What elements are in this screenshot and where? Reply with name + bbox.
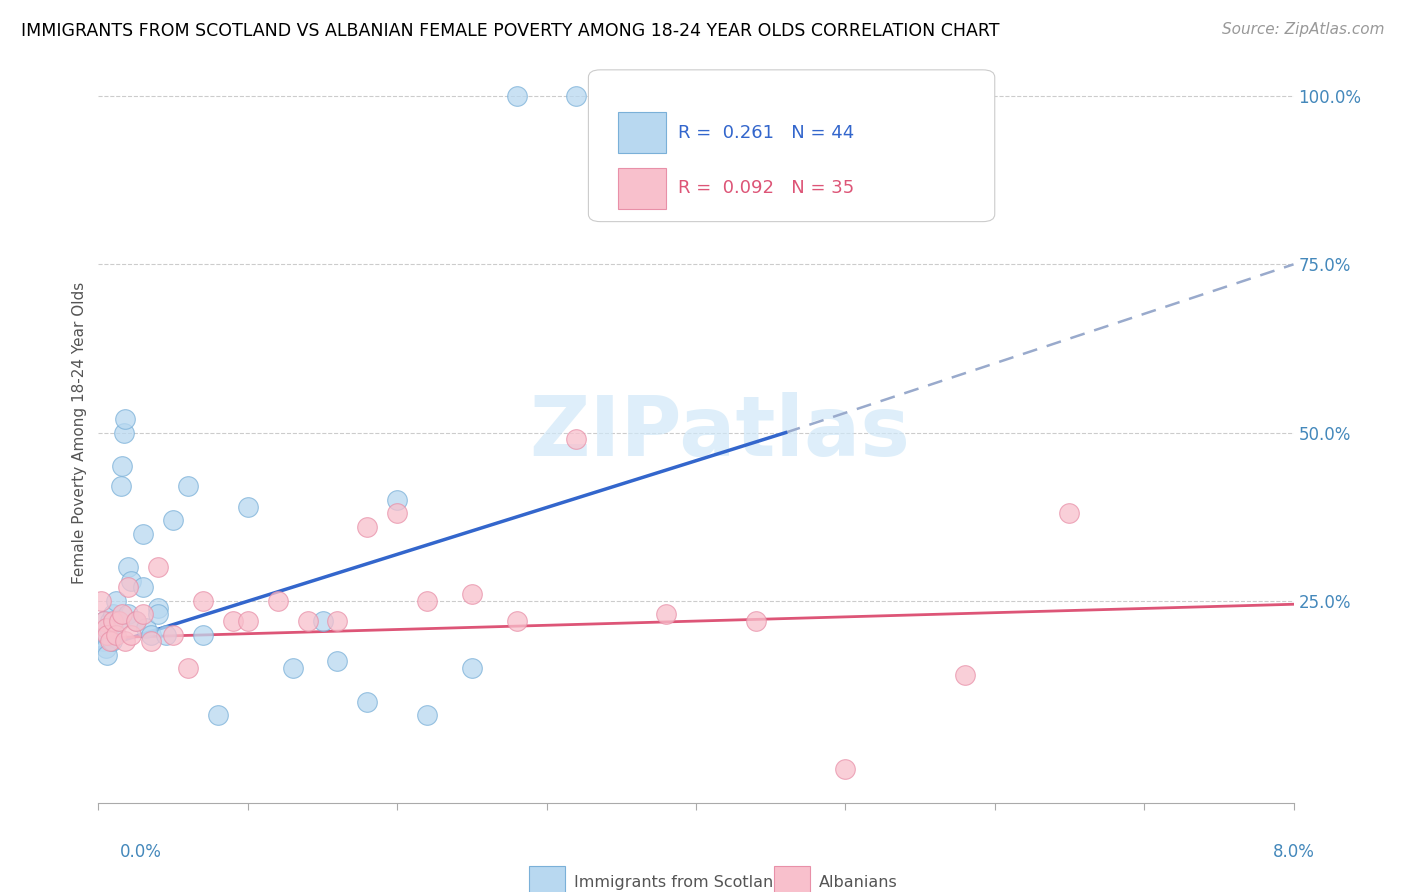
Point: [125, 614, 148, 628]
Point: [101, 634, 124, 648]
Point: [93, 614, 115, 628]
Point: [416, 594, 439, 608]
Point: [139, 627, 162, 641]
Point: [96, 648, 118, 662]
Point: [112, 425, 135, 440]
Point: [953, 668, 976, 682]
Point: [132, 581, 155, 595]
Text: 0.0%: 0.0%: [120, 843, 162, 861]
Text: R =  0.261   N = 44: R = 0.261 N = 44: [678, 124, 855, 142]
Point: [416, 708, 439, 723]
Point: [177, 661, 200, 675]
Text: R =  0.092   N = 35: R = 0.092 N = 35: [678, 179, 855, 197]
Point: [565, 89, 588, 103]
Point: [191, 594, 214, 608]
Point: [114, 412, 136, 426]
Point: [162, 513, 184, 527]
Point: [120, 574, 142, 588]
Point: [356, 695, 378, 709]
Text: 8.0%: 8.0%: [1272, 843, 1315, 861]
Point: [132, 607, 155, 622]
Bar: [619, 112, 666, 153]
Point: [745, 614, 768, 628]
Point: [103, 607, 125, 622]
Point: [111, 459, 134, 474]
Point: [177, 479, 200, 493]
Point: [98, 634, 122, 648]
Point: [461, 587, 484, 601]
Point: [132, 526, 155, 541]
Point: [834, 762, 856, 776]
Point: [326, 614, 349, 628]
Text: Albanians: Albanians: [820, 875, 898, 890]
Point: [90, 594, 112, 608]
Point: [267, 594, 290, 608]
Point: [107, 614, 129, 628]
Point: [91, 634, 114, 648]
Text: Immigrants from Scotland: Immigrants from Scotland: [574, 875, 783, 890]
Point: [311, 614, 333, 628]
Point: [385, 507, 409, 521]
Bar: [773, 866, 810, 892]
Point: [655, 607, 678, 622]
Point: [1059, 507, 1081, 521]
Point: [111, 607, 134, 622]
Point: [281, 661, 304, 675]
Text: Source: ZipAtlas.com: Source: ZipAtlas.com: [1222, 22, 1385, 37]
Point: [155, 627, 177, 641]
Point: [117, 607, 139, 622]
Point: [148, 560, 170, 574]
Point: [506, 614, 529, 628]
Point: [191, 627, 214, 641]
Point: [506, 89, 529, 103]
Point: [655, 89, 678, 103]
Point: [125, 614, 148, 628]
Point: [117, 581, 139, 595]
Point: [98, 614, 122, 628]
Point: [139, 634, 162, 648]
Point: [565, 433, 588, 447]
Point: [114, 634, 136, 648]
Point: [775, 89, 797, 103]
Point: [105, 627, 128, 641]
Text: ZIPatlas: ZIPatlas: [530, 392, 910, 473]
Point: [162, 627, 184, 641]
Point: [236, 614, 259, 628]
Point: [94, 640, 117, 655]
Point: [326, 655, 349, 669]
Point: [103, 614, 125, 628]
Point: [94, 627, 117, 641]
Y-axis label: Female Poverty Among 18-24 Year Olds: Female Poverty Among 18-24 Year Olds: [72, 282, 87, 583]
Text: IMMIGRANTS FROM SCOTLAND VS ALBANIAN FEMALE POVERTY AMONG 18-24 YEAR OLDS CORREL: IMMIGRANTS FROM SCOTLAND VS ALBANIAN FEM…: [21, 22, 1000, 40]
Point: [222, 614, 245, 628]
Point: [207, 708, 229, 723]
Point: [105, 594, 128, 608]
Point: [148, 600, 170, 615]
FancyBboxPatch shape: [589, 70, 995, 221]
Point: [135, 621, 157, 635]
Point: [110, 479, 132, 493]
Point: [385, 492, 409, 507]
Point: [96, 627, 118, 641]
Point: [120, 627, 142, 641]
Point: [117, 560, 139, 574]
Point: [236, 500, 259, 514]
Point: [356, 520, 378, 534]
Point: [97, 621, 120, 635]
Point: [90, 627, 112, 641]
Point: [93, 614, 115, 628]
Bar: [529, 866, 565, 892]
Point: [148, 607, 170, 622]
Point: [108, 614, 131, 628]
Point: [103, 621, 125, 635]
Point: [461, 661, 484, 675]
Bar: [619, 168, 666, 209]
Point: [94, 621, 117, 635]
Point: [297, 614, 319, 628]
